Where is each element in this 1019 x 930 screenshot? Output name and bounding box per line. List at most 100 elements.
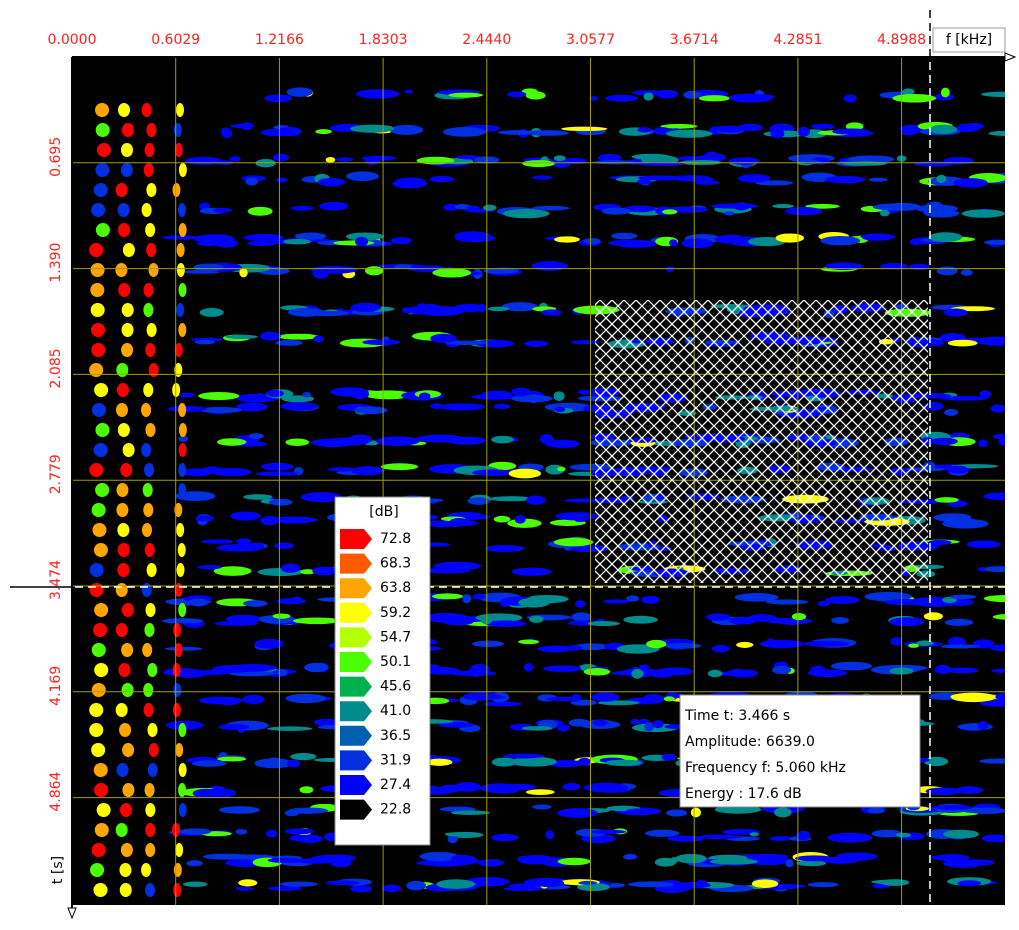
texture: [915, 204, 959, 213]
texture: [454, 203, 472, 210]
texture: [304, 662, 329, 673]
texture: [454, 234, 496, 243]
texture: [115, 623, 128, 637]
texture: [120, 803, 133, 817]
texture: [746, 857, 781, 866]
texture: [117, 523, 130, 537]
texture: [864, 591, 912, 602]
texture: [345, 171, 379, 182]
legend-swatch: [340, 652, 372, 672]
texture: [511, 394, 554, 403]
texture: [489, 496, 534, 502]
texture: [146, 123, 157, 137]
texture: [453, 782, 481, 792]
texture: [711, 644, 730, 653]
texture: [928, 232, 963, 243]
texture: [260, 128, 294, 137]
texture: [302, 392, 312, 398]
texture: [964, 122, 984, 130]
texture: [553, 155, 566, 162]
texture: [91, 323, 106, 337]
texture: [670, 857, 679, 863]
texture: [553, 391, 565, 402]
texture: [577, 757, 592, 766]
texture: [450, 810, 490, 815]
texture: [143, 163, 154, 177]
texture: [940, 87, 950, 98]
texture: [145, 843, 156, 857]
texture: [450, 854, 474, 863]
texture: [144, 543, 155, 557]
x-tick-label: 2.4440: [462, 32, 511, 48]
texture: [216, 544, 264, 552]
texture: [824, 175, 866, 184]
texture: [916, 640, 934, 646]
texture: [511, 567, 552, 576]
texture: [924, 401, 944, 411]
texture: [665, 129, 713, 138]
texture: [430, 333, 457, 343]
texture: [115, 703, 128, 717]
texture: [380, 463, 419, 471]
texture: [390, 237, 412, 245]
y-tick-label: 1.390: [48, 243, 64, 283]
texture: [94, 663, 109, 677]
x-tick-label: 1.2166: [255, 32, 304, 48]
texture: [389, 124, 424, 135]
texture: [292, 617, 341, 625]
texture: [605, 759, 642, 767]
texture: [502, 753, 545, 759]
readout-line: Frequency f: 5.060 kHz: [685, 760, 846, 776]
texture: [575, 600, 586, 608]
texture: [491, 435, 514, 444]
texture: [299, 786, 314, 794]
texture: [832, 128, 870, 135]
texture: [182, 881, 208, 887]
texture: [723, 211, 735, 216]
texture: [664, 643, 702, 649]
texture: [143, 383, 154, 397]
legend-swatch: [340, 775, 372, 795]
texture: [116, 763, 129, 777]
texture: [766, 617, 813, 624]
texture: [280, 563, 301, 573]
texture: [471, 469, 514, 476]
texture: [977, 567, 988, 572]
texture: [116, 503, 129, 517]
texture: [117, 203, 130, 217]
legend-swatch: [340, 627, 372, 648]
legend-label: 54.7: [380, 629, 411, 645]
texture: [268, 498, 293, 506]
x-tick-label: 4.2851: [773, 32, 822, 48]
texture: [178, 723, 187, 737]
legend-label: 27.4: [380, 777, 411, 793]
texture: [554, 236, 580, 243]
texture: [122, 243, 135, 257]
legend-label: 41.0: [380, 703, 411, 719]
texture: [805, 203, 840, 209]
texture: [315, 129, 332, 135]
texture: [146, 563, 157, 577]
texture: [577, 389, 591, 395]
texture: [294, 858, 337, 864]
texture: [254, 758, 294, 769]
texture: [699, 177, 714, 182]
texture: [173, 623, 182, 637]
texture: [145, 603, 156, 617]
texture: [94, 383, 109, 397]
texture: [871, 829, 903, 838]
texture: [570, 340, 599, 345]
texture: [637, 175, 684, 181]
texture: [235, 828, 248, 835]
texture: [117, 423, 130, 437]
texture: [254, 638, 284, 649]
texture: [394, 264, 412, 270]
selection-region[interactable]: [595, 300, 928, 583]
texture: [555, 512, 599, 521]
texture: [216, 438, 247, 446]
texture: [930, 437, 958, 446]
texture: [95, 123, 110, 137]
texture: [554, 406, 566, 413]
texture: [623, 205, 656, 213]
texture: [827, 832, 873, 843]
